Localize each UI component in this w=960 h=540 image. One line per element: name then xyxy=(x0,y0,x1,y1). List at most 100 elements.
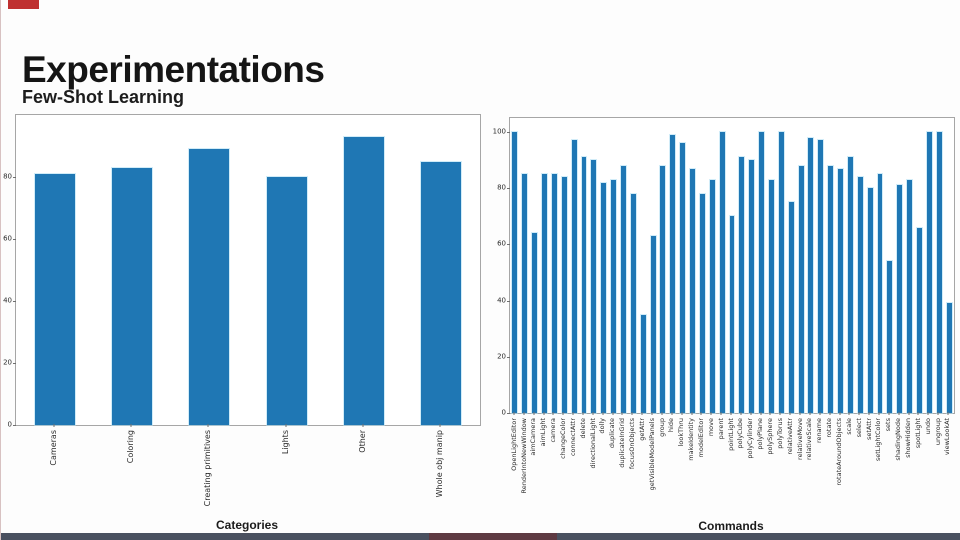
commands-axis-title: Commands xyxy=(698,519,764,533)
y-axis-tick-mark xyxy=(13,239,16,240)
y-axis-tick-mark xyxy=(13,301,16,302)
x-axis-tick-label: focusOnObjects xyxy=(627,418,636,470)
y-axis-tick-mark xyxy=(507,132,510,134)
x-axis-tick-mark xyxy=(572,412,574,415)
y-axis-tick-mark xyxy=(13,425,16,426)
bar-Other xyxy=(343,136,385,425)
bar-rename xyxy=(818,140,824,413)
x-axis-tick-mark xyxy=(730,412,732,415)
x-axis-tick-label: spotLight xyxy=(913,418,922,449)
x-axis-tick-label: group xyxy=(657,418,666,437)
x-axis-tick-mark xyxy=(898,412,900,415)
bar-duplicate xyxy=(611,179,617,413)
bar-pointLight xyxy=(729,216,735,413)
x-axis-tick-mark xyxy=(513,412,515,415)
bar-Creating primitives xyxy=(189,149,230,425)
slide-accent-mark xyxy=(8,0,39,9)
x-axis-tick-mark xyxy=(523,412,525,415)
x-axis-tick-mark xyxy=(612,412,614,415)
bar-parent xyxy=(719,132,725,413)
y-axis-tick-label: 60 xyxy=(3,234,12,243)
x-axis-tick-mark xyxy=(130,424,132,427)
bar-OpenLightEditor xyxy=(512,132,518,413)
bar-spotLight xyxy=(917,227,922,413)
bar-showHidden xyxy=(907,179,913,413)
x-axis-tick-label: rotate xyxy=(825,418,834,438)
x-axis-tick-mark xyxy=(700,412,702,415)
y-axis-tick-label: 20 xyxy=(3,358,12,367)
x-axis-tick-mark xyxy=(947,412,949,415)
bar-polySphere xyxy=(769,179,774,413)
x-axis-tick-mark xyxy=(582,412,584,415)
x-axis-tick-label: setAttr xyxy=(864,418,873,441)
x-axis-tick-label: relativeAttr xyxy=(785,418,794,455)
y-axis-tick-mark xyxy=(507,188,510,190)
bar-connectAttr xyxy=(571,140,577,413)
bar-Coloring xyxy=(111,167,153,425)
bar-modelEditor xyxy=(699,193,705,413)
bar-directionalLight xyxy=(591,160,597,413)
y-axis-tick-label: 60 xyxy=(497,239,506,248)
x-axis-tick-label: RenderIntoNewWindow xyxy=(519,418,528,494)
bar-polyCylinder xyxy=(749,160,755,413)
bar-dolly xyxy=(601,182,607,413)
x-axis-tick-label: Other xyxy=(357,430,367,453)
x-axis-tick-mark xyxy=(799,412,801,415)
bar-ungroup xyxy=(936,132,942,413)
y-axis-tick-label: 40 xyxy=(497,296,506,305)
bar-setAttr xyxy=(867,188,873,413)
bar-polyCube xyxy=(739,157,745,413)
x-axis-tick-mark xyxy=(809,412,811,415)
x-axis-tick-mark xyxy=(362,424,364,427)
bar-getAttr xyxy=(640,314,646,413)
x-axis-tick-label: Coloring xyxy=(125,430,135,464)
x-axis-tick-mark xyxy=(439,424,441,427)
x-axis-tick-label: delete xyxy=(578,418,587,439)
x-axis-tick-mark xyxy=(908,412,910,415)
x-axis-tick-label: makeIdentity xyxy=(687,418,696,461)
x-axis-tick-label: duplicateInGrid xyxy=(618,418,627,468)
bar-delete xyxy=(581,157,587,413)
x-axis-tick-mark xyxy=(681,412,683,415)
x-axis-tick-label: Lights xyxy=(280,430,290,455)
x-axis-tick-label: rename xyxy=(815,418,824,443)
y-axis-tick-label: 40 xyxy=(3,296,12,305)
x-axis-tick-mark xyxy=(651,412,653,415)
x-axis-tick-mark xyxy=(562,412,564,415)
x-axis-tick-mark xyxy=(691,412,693,415)
bar-changeColor xyxy=(561,177,567,413)
x-axis-tick-mark xyxy=(878,412,880,415)
bar-viewLookAt xyxy=(946,303,952,413)
x-axis-tick-mark xyxy=(789,412,791,415)
x-axis-tick-mark xyxy=(779,412,781,415)
y-axis-tick-label: 0 xyxy=(501,408,506,417)
x-axis-tick-mark xyxy=(661,412,663,415)
x-axis-tick-mark xyxy=(848,412,850,415)
x-axis-tick-label: rotateAroundObjects xyxy=(835,418,844,486)
x-axis-tick-label: aimCamera xyxy=(529,418,538,456)
x-axis-tick-label: camera xyxy=(549,418,558,443)
x-axis-tick-label: polyCylinder xyxy=(746,418,755,459)
bar-group xyxy=(660,165,666,413)
slide-title: Experimentations xyxy=(22,48,325,90)
bar-polyPlane xyxy=(759,132,765,413)
x-axis-tick-mark xyxy=(602,412,604,415)
x-axis-tick-label: showHidden xyxy=(904,418,913,458)
x-axis-tick-label: move xyxy=(706,418,715,437)
bar-relativeScale xyxy=(808,137,814,413)
y-axis-tick-mark xyxy=(507,244,510,246)
x-axis-tick-mark xyxy=(937,412,939,415)
x-axis-tick-label: ungroup xyxy=(933,418,942,446)
bar-select xyxy=(857,177,863,413)
bar-rotateAroundObjects xyxy=(838,168,843,413)
slide-subtitle: Few-Shot Learning xyxy=(22,86,184,107)
y-axis-tick-mark xyxy=(13,363,16,364)
bottom-edge-bar-accent xyxy=(429,533,557,540)
bar-rotate xyxy=(828,165,834,413)
bar-focusOnObjects xyxy=(630,193,636,413)
commands-plot-area: 0 20 40 60 80 100 xyxy=(493,117,955,416)
x-axis-tick-label: select xyxy=(854,418,863,438)
bar-undo xyxy=(926,132,932,413)
x-axis-tick-label: Cameras xyxy=(48,430,58,466)
categories-bar-chart: 0 20 40 60 80 Cameras Coloring Creating primit… xyxy=(3,114,481,534)
